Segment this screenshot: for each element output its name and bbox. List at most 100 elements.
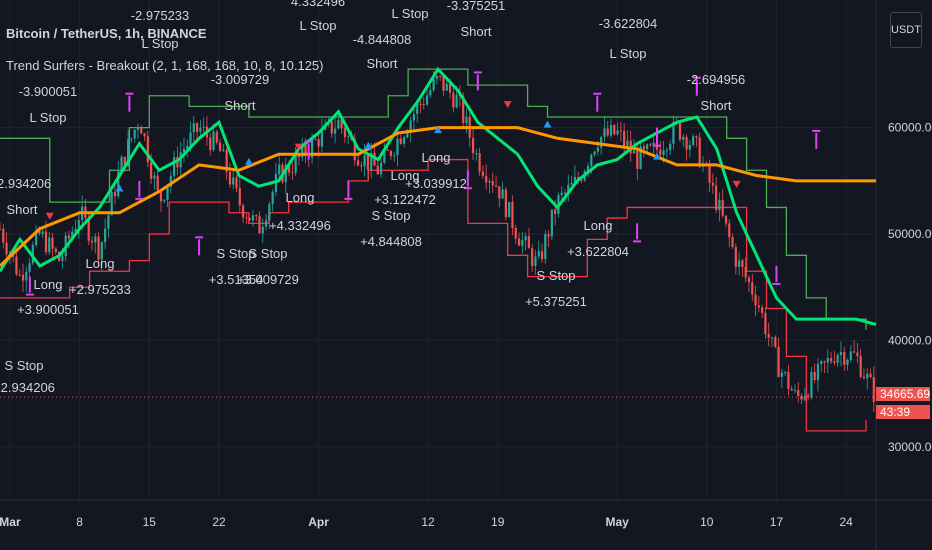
upper-band-line[interactable] xyxy=(0,68,867,330)
candle-body xyxy=(196,123,199,132)
trailing-stop-line[interactable] xyxy=(0,66,877,326)
candle-body xyxy=(462,96,465,123)
x-tick-label: May xyxy=(606,515,630,529)
signal-label: L Stop xyxy=(391,6,428,21)
signal-label: +2.934206 xyxy=(0,380,55,395)
candle-body xyxy=(682,136,685,140)
candle-body xyxy=(159,190,163,202)
candle-body xyxy=(356,160,360,166)
candle-body xyxy=(514,227,517,239)
candle-body xyxy=(330,121,333,134)
candle-body xyxy=(475,153,478,155)
candle-body xyxy=(28,263,31,272)
lower-band-line[interactable] xyxy=(0,158,867,432)
signal-label: -3.009729 xyxy=(211,72,270,87)
candle-body xyxy=(718,199,721,210)
candle-body xyxy=(721,199,724,216)
signal-label: Long xyxy=(391,168,420,183)
candle-body xyxy=(317,139,320,147)
signal-label: +5.375251 xyxy=(525,294,587,309)
candle-body xyxy=(471,137,475,154)
entry-marker-down xyxy=(503,101,512,109)
candle-body xyxy=(245,217,248,219)
candle-body xyxy=(21,274,25,281)
candle-body xyxy=(238,188,241,206)
candle-body xyxy=(678,121,682,140)
candle-body xyxy=(511,202,514,228)
signal-label: -2.934206 xyxy=(0,176,51,191)
candle-body xyxy=(120,156,123,172)
candle-body xyxy=(74,228,77,232)
candle-body xyxy=(61,256,64,262)
candle-body xyxy=(738,260,741,267)
candle-body xyxy=(136,127,140,130)
candle-body xyxy=(728,223,731,238)
strategy-title[interactable]: Trend Surfers - Breakout (2, 1, 168, 168… xyxy=(6,58,324,73)
candle-body xyxy=(261,226,264,234)
signal-label: L Stop xyxy=(141,36,178,51)
candle-body xyxy=(241,205,245,218)
candle-body xyxy=(255,215,258,217)
candle-body xyxy=(452,92,455,108)
candle-body xyxy=(186,145,189,149)
candle-body xyxy=(494,185,498,187)
currency-button[interactable]: USDT xyxy=(890,12,922,48)
candle-body xyxy=(169,175,172,187)
candle-body xyxy=(685,136,688,150)
signal-label: L Stop xyxy=(609,46,646,61)
y-tick-label: 40000.00 xyxy=(888,333,932,347)
candle-body xyxy=(54,248,57,252)
candle-body xyxy=(416,103,419,115)
candle-body xyxy=(616,130,619,135)
candle-body xyxy=(294,155,297,173)
y-tick-label: 30000.00 xyxy=(888,440,932,454)
candle-body xyxy=(715,185,718,210)
candle-body xyxy=(320,129,324,147)
candle-body xyxy=(724,215,728,224)
candle-body xyxy=(761,307,764,313)
candle-body xyxy=(225,149,228,173)
candle-body xyxy=(846,359,849,365)
candle-body xyxy=(353,139,356,161)
candle-body xyxy=(77,220,80,229)
signal-label: -4.844808 xyxy=(353,32,412,47)
candle-body xyxy=(596,147,599,152)
candle-body xyxy=(787,371,790,389)
entry-marker-down xyxy=(732,180,741,188)
candle-body xyxy=(826,358,829,363)
candle-body xyxy=(586,165,590,172)
candle-body xyxy=(810,372,813,398)
candle-body xyxy=(343,128,347,138)
candle-body xyxy=(153,175,156,179)
candle-body xyxy=(130,138,133,140)
candle-body xyxy=(156,175,159,191)
candle-body xyxy=(813,372,816,380)
candle-body xyxy=(248,217,251,221)
candle-body xyxy=(636,150,639,169)
entry-marker-up xyxy=(364,141,373,149)
entry-marker-down xyxy=(294,143,303,151)
signal-label: +2.975233 xyxy=(69,282,131,297)
candle-body xyxy=(117,171,120,197)
candle-body xyxy=(182,148,186,153)
candle-body xyxy=(830,358,833,362)
candle-body xyxy=(140,127,143,134)
candle-body xyxy=(51,237,54,249)
candle-body xyxy=(563,192,567,194)
symbol-title[interactable]: Bitcoin / TetherUS, 1h, BINANCE xyxy=(6,26,207,41)
candle-body xyxy=(560,192,563,195)
candle-body xyxy=(366,155,370,170)
candle-body xyxy=(580,179,583,181)
candle-body xyxy=(521,240,524,246)
candle-body xyxy=(508,202,511,218)
candle-body xyxy=(639,146,642,169)
candle-body xyxy=(816,363,820,380)
candle-body xyxy=(836,354,839,363)
candle-body xyxy=(481,171,484,176)
candle-body xyxy=(646,144,649,150)
candle-body xyxy=(94,236,97,243)
candle-body xyxy=(754,294,757,306)
candle-body xyxy=(465,116,468,123)
